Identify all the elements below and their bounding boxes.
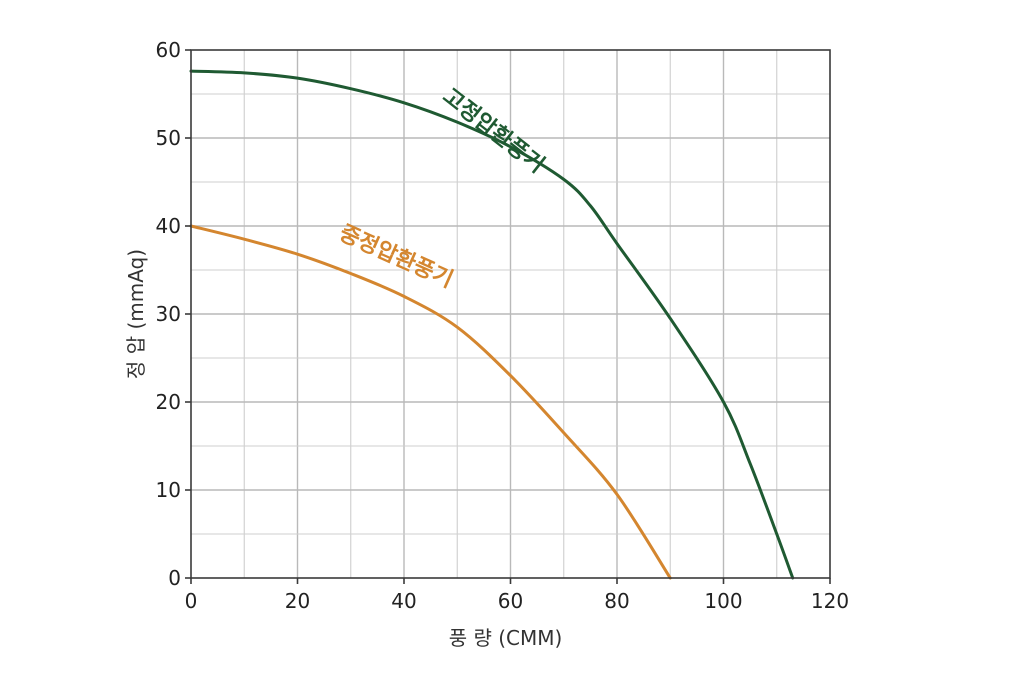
y-tick-label: 60 [156, 38, 181, 62]
series-line-medium-pressure [189, 224, 672, 580]
x-tick-label: 0 [185, 589, 198, 613]
x-axis-title: 풍 량 (CMM) [449, 626, 563, 650]
y-tick-label: 20 [156, 390, 181, 414]
x-tick-label: 80 [604, 589, 629, 613]
x-tick-label: 60 [498, 589, 523, 613]
series-line-high-pressure [189, 69, 795, 580]
y-tick-label: 0 [168, 566, 181, 590]
x-tick-label: 100 [704, 589, 742, 613]
y-tick-label: 50 [156, 126, 181, 150]
x-tick-label: 120 [811, 589, 849, 613]
y-tick-label: 30 [156, 302, 181, 326]
y-tick-label: 40 [156, 214, 181, 238]
y-tick-label: 10 [156, 478, 181, 502]
y-axis-title: 정 압 (mmAq) [124, 249, 148, 379]
x-tick-label: 40 [391, 589, 416, 613]
x-tick-label: 20 [285, 589, 310, 613]
